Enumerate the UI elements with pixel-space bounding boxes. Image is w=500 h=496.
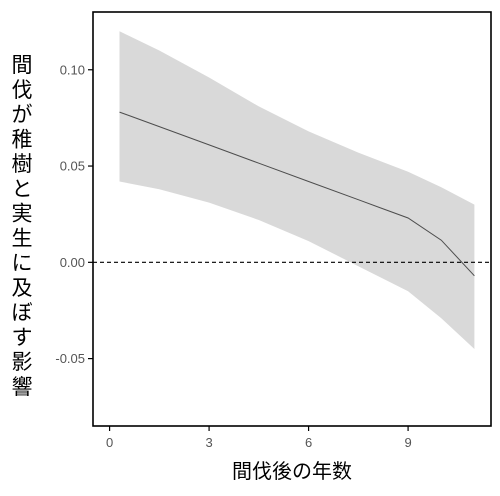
x-axis-title: 間伐後の年数: [232, 459, 352, 483]
y-tick-label: -0.05: [55, 351, 85, 366]
y-tick-label: 0.05: [60, 159, 85, 174]
y-axis-title-char: 生: [12, 226, 33, 250]
y-tick-label: 0.10: [60, 62, 85, 77]
x-tick-label: 0: [106, 435, 113, 450]
y-axis-title-char: ぼ: [12, 301, 33, 325]
y-axis-title-char: 伐: [12, 78, 33, 102]
y-axis-title-char: が: [12, 103, 33, 127]
y-axis-title-char: 稚: [12, 127, 33, 151]
y-axis-title-char: 影: [12, 350, 33, 374]
confidence-band: [119, 31, 475, 350]
plot-frame-layer: [92, 11, 492, 427]
y-axis-title-char: 間: [12, 53, 33, 77]
confidence-band-layer: [119, 31, 475, 350]
x-ticks: 0 3 6 9: [106, 426, 412, 450]
y-axis-title-char: 実: [12, 202, 33, 226]
x-tick-label: 6: [305, 435, 312, 450]
series-line-layer: [119, 111, 475, 277]
series-line: [119, 111, 475, 277]
y-axis-title-char: 樹: [12, 152, 33, 176]
y-axis-title-char: す: [12, 325, 33, 349]
y-axis-title-char: と: [12, 177, 33, 201]
y-tick-label: 0.00: [60, 255, 85, 270]
y-ticks: -0.05 0.00 0.05 0.10: [55, 62, 93, 366]
y-axis-title-char: 響: [12, 375, 33, 399]
x-tick-label: 3: [205, 435, 212, 450]
y-axis-title-char: 及: [12, 276, 33, 300]
plot-frame: [92, 11, 492, 427]
y-axis-title-char: に: [12, 251, 33, 275]
x-tick-label: 9: [404, 435, 411, 450]
